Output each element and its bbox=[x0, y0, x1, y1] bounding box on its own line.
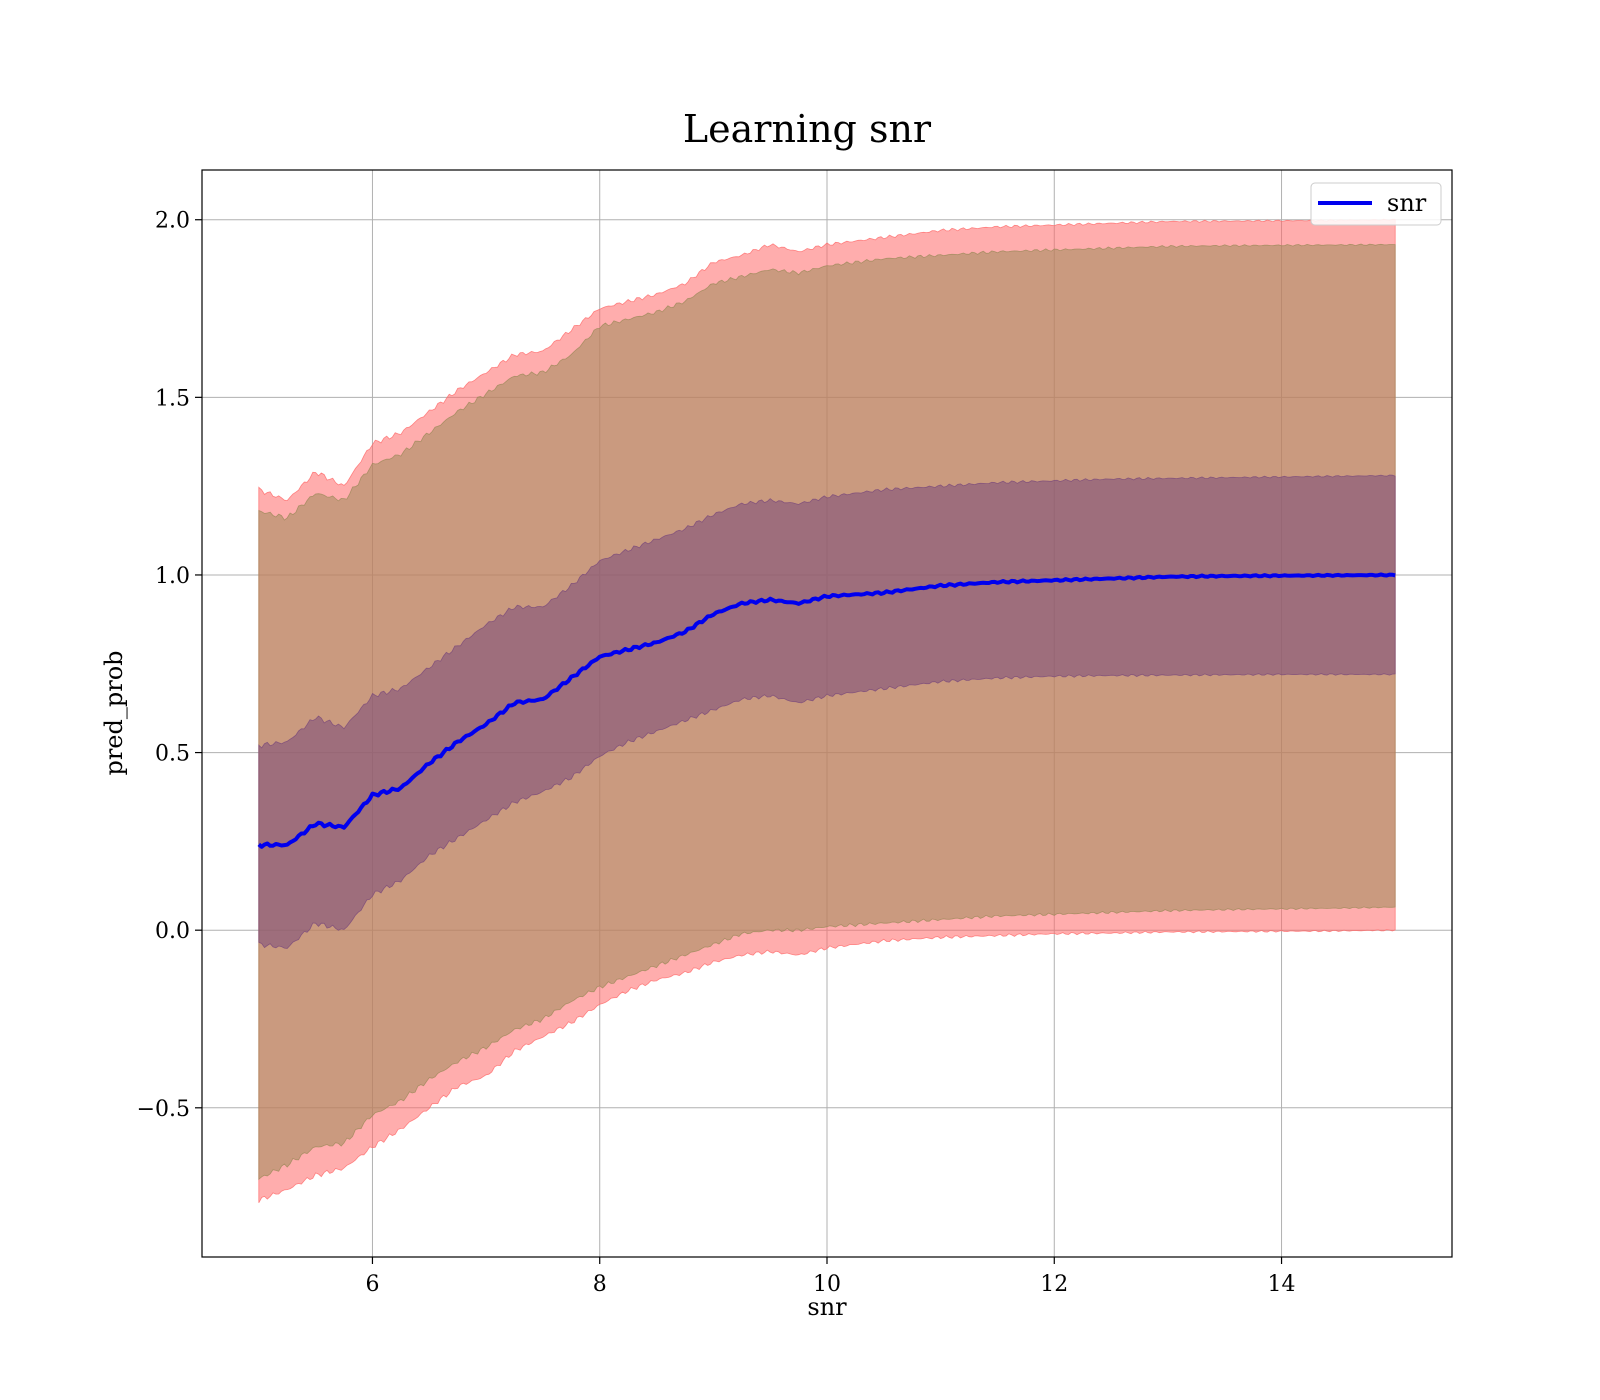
y-tick-label: −0.5 bbox=[137, 1097, 190, 1122]
band-2 bbox=[258, 474, 1396, 949]
y-tick-label: 0.0 bbox=[155, 919, 190, 944]
x-tick-label: 12 bbox=[1040, 1272, 1068, 1297]
y-tick-label: 2.0 bbox=[155, 209, 190, 234]
series-line-snr bbox=[257, 572, 1396, 849]
legend-label-snr: snr bbox=[1387, 189, 1427, 217]
x-tick-label: 10 bbox=[813, 1272, 841, 1297]
legend-box bbox=[1310, 182, 1442, 226]
x-axis-label: snr bbox=[807, 1293, 847, 1321]
y-tick-label: 1.5 bbox=[155, 386, 190, 411]
x-tick-label: 14 bbox=[1268, 1272, 1296, 1297]
series-lines bbox=[257, 572, 1396, 849]
y-axis-label: pred_prob bbox=[100, 650, 128, 775]
x-tick-label: 8 bbox=[593, 1272, 607, 1297]
y-tick-label: 0.5 bbox=[155, 742, 190, 767]
y-tick-label: 1.0 bbox=[155, 564, 190, 589]
confidence-bands bbox=[258, 218, 1396, 1203]
axis-ticks: 6 8 10 12 14 −0.5 0.0 0.5 1.0 1.5 2.0 bbox=[137, 209, 1296, 1297]
band-1 bbox=[258, 243, 1396, 1181]
chart-title: Learning snr bbox=[683, 107, 932, 151]
legend: snr bbox=[1310, 182, 1442, 226]
x-tick-label: 6 bbox=[365, 1272, 379, 1297]
